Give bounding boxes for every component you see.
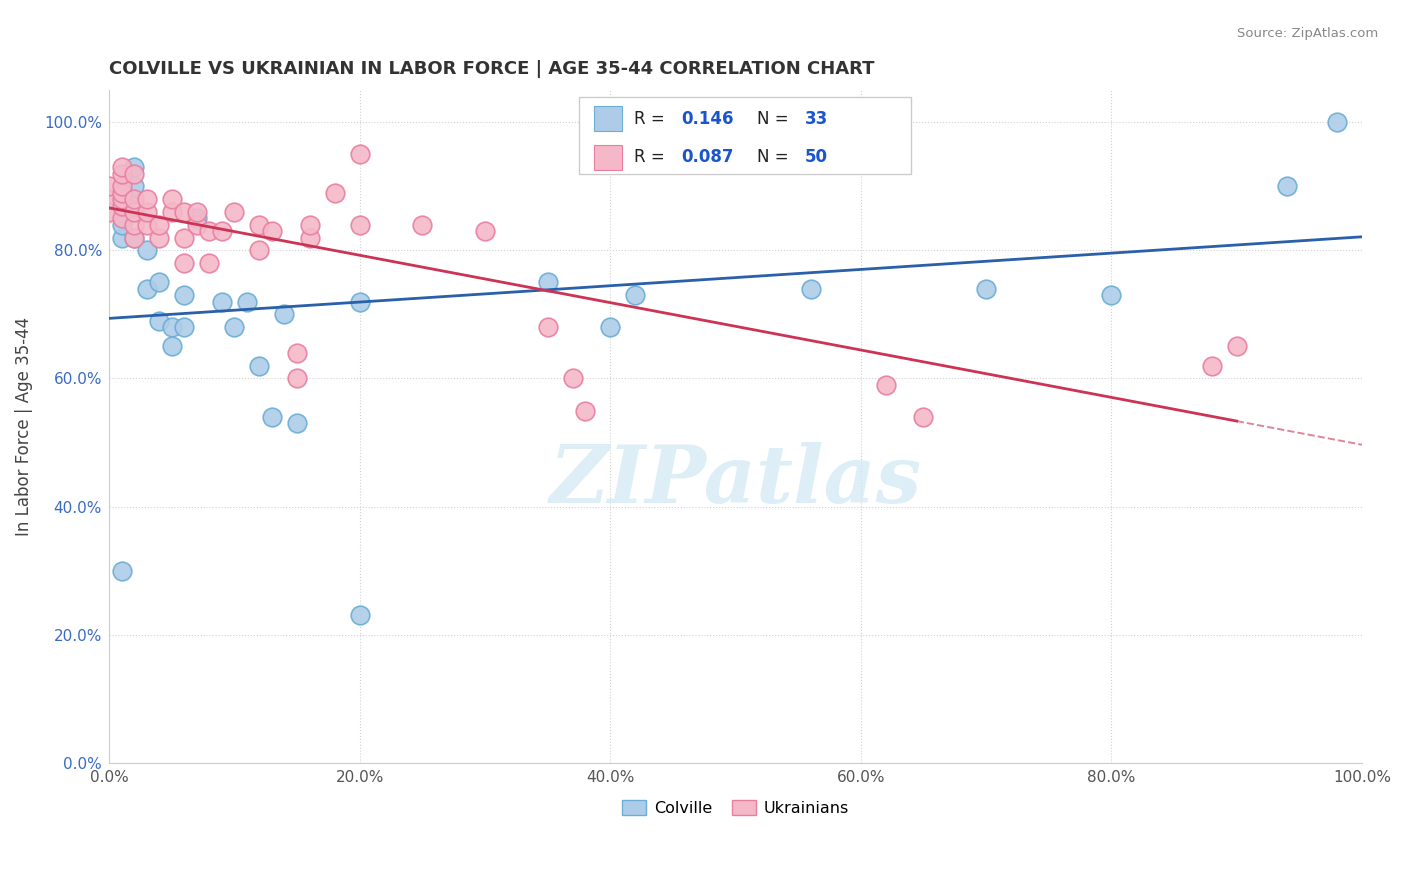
- Point: [236, 294, 259, 309]
- Point: [98, 205, 121, 219]
- Point: [323, 186, 346, 200]
- Text: 33: 33: [804, 110, 828, 128]
- Point: [173, 230, 195, 244]
- Point: [561, 371, 583, 385]
- FancyBboxPatch shape: [593, 145, 621, 169]
- Point: [160, 320, 183, 334]
- Point: [135, 282, 157, 296]
- Point: [224, 320, 246, 334]
- FancyBboxPatch shape: [579, 97, 911, 174]
- Point: [122, 218, 145, 232]
- Point: [211, 224, 233, 238]
- Point: [349, 147, 371, 161]
- Point: [173, 320, 195, 334]
- Text: 50: 50: [804, 148, 828, 166]
- Point: [135, 218, 157, 232]
- Point: [110, 160, 132, 174]
- Point: [536, 320, 558, 334]
- Point: [285, 346, 308, 360]
- Point: [122, 192, 145, 206]
- Point: [1226, 339, 1249, 353]
- Point: [110, 192, 132, 206]
- Point: [349, 608, 371, 623]
- Text: R =: R =: [634, 110, 671, 128]
- Point: [186, 211, 208, 226]
- Point: [349, 218, 371, 232]
- Point: [173, 205, 195, 219]
- Point: [1099, 288, 1122, 302]
- Point: [974, 282, 997, 296]
- Point: [912, 409, 935, 424]
- FancyBboxPatch shape: [593, 106, 621, 131]
- Point: [349, 294, 371, 309]
- Point: [249, 244, 271, 258]
- Point: [160, 205, 183, 219]
- Point: [110, 186, 132, 200]
- Point: [273, 308, 295, 322]
- Y-axis label: In Labor Force | Age 35-44: In Labor Force | Age 35-44: [15, 317, 32, 536]
- Text: N =: N =: [756, 148, 794, 166]
- Point: [198, 256, 221, 270]
- Text: COLVILLE VS UKRAINIAN IN LABOR FORCE | AGE 35-44 CORRELATION CHART: COLVILLE VS UKRAINIAN IN LABOR FORCE | A…: [110, 60, 875, 78]
- Point: [160, 339, 183, 353]
- Point: [249, 218, 271, 232]
- Point: [198, 224, 221, 238]
- Text: ZIPatlas: ZIPatlas: [550, 442, 921, 519]
- Point: [249, 359, 271, 373]
- Point: [148, 230, 170, 244]
- Text: Source: ZipAtlas.com: Source: ZipAtlas.com: [1237, 27, 1378, 40]
- Point: [110, 564, 132, 578]
- Point: [298, 218, 321, 232]
- Text: 0.146: 0.146: [682, 110, 734, 128]
- Point: [285, 371, 308, 385]
- Text: N =: N =: [756, 110, 794, 128]
- Point: [875, 377, 897, 392]
- Point: [211, 294, 233, 309]
- Point: [260, 224, 283, 238]
- Point: [536, 276, 558, 290]
- Point: [148, 314, 170, 328]
- Point: [574, 403, 596, 417]
- Point: [135, 244, 157, 258]
- Point: [285, 417, 308, 431]
- Point: [135, 205, 157, 219]
- Point: [224, 205, 246, 219]
- Point: [110, 230, 132, 244]
- Point: [298, 230, 321, 244]
- Point: [98, 192, 121, 206]
- Point: [173, 256, 195, 270]
- Point: [110, 167, 132, 181]
- Point: [122, 230, 145, 244]
- Legend: Colville, Ukrainians: Colville, Ukrainians: [616, 793, 855, 822]
- Point: [160, 192, 183, 206]
- Point: [148, 218, 170, 232]
- Point: [173, 288, 195, 302]
- Point: [122, 230, 145, 244]
- Point: [98, 179, 121, 194]
- Point: [110, 211, 132, 226]
- Point: [260, 409, 283, 424]
- Point: [186, 205, 208, 219]
- Point: [122, 160, 145, 174]
- Point: [122, 179, 145, 194]
- Point: [411, 218, 433, 232]
- Point: [148, 276, 170, 290]
- Point: [110, 198, 132, 212]
- Point: [186, 218, 208, 232]
- Point: [122, 167, 145, 181]
- Point: [1201, 359, 1223, 373]
- Point: [110, 179, 132, 194]
- Point: [122, 205, 145, 219]
- Point: [135, 192, 157, 206]
- Point: [800, 282, 823, 296]
- Text: 0.087: 0.087: [682, 148, 734, 166]
- Point: [474, 224, 496, 238]
- Point: [122, 198, 145, 212]
- Point: [599, 320, 621, 334]
- Point: [110, 218, 132, 232]
- Text: R =: R =: [634, 148, 671, 166]
- Point: [624, 288, 647, 302]
- Point: [1275, 179, 1298, 194]
- Point: [1326, 115, 1348, 129]
